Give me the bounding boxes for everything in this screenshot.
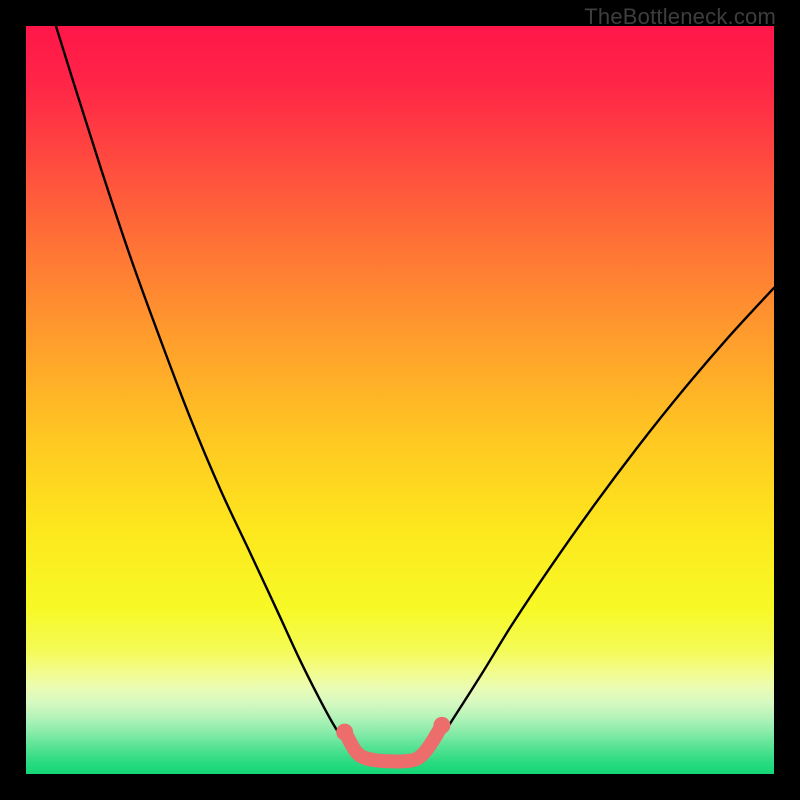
highlight-segment xyxy=(346,729,440,761)
watermark-text: TheBottleneck.com xyxy=(584,4,776,30)
curve-left-branch xyxy=(56,26,355,755)
plot-area xyxy=(26,26,774,774)
curve-right-branch xyxy=(426,288,774,755)
bottleneck-curve xyxy=(26,26,774,774)
highlight-dot-right xyxy=(433,717,450,734)
highlight-dot-left xyxy=(336,724,353,741)
